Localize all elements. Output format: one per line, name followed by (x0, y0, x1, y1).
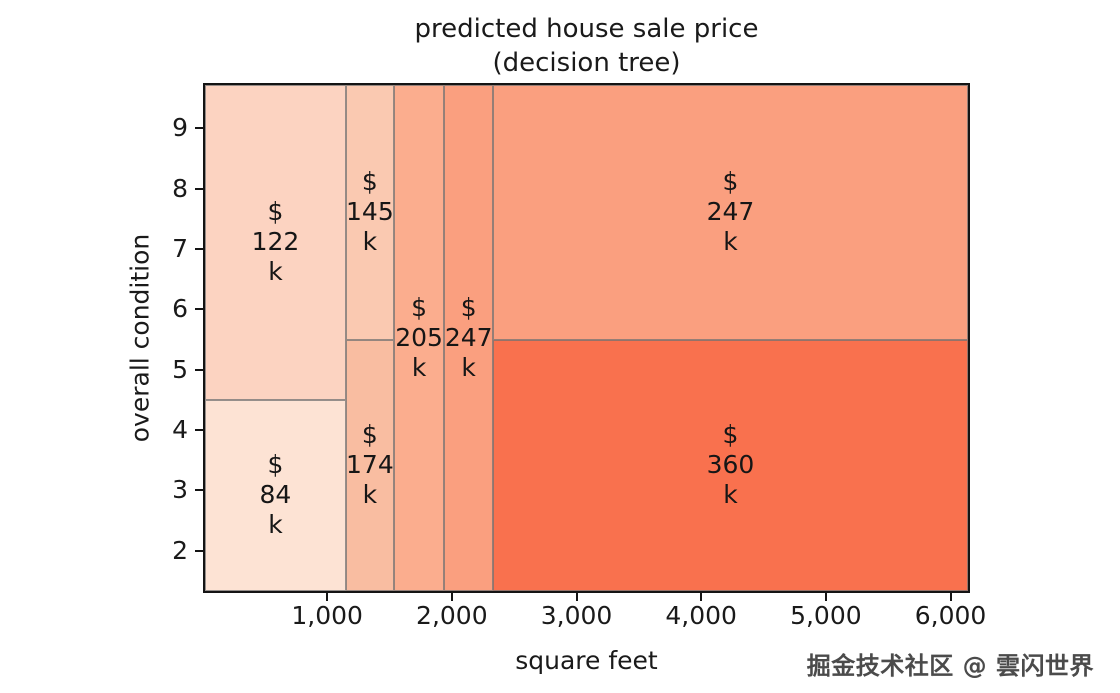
x-tick-label-6000: 6,000 (914, 601, 987, 630)
region-247k-wide-label-line: k (723, 227, 738, 257)
region-122k-label-line: $ (267, 197, 284, 227)
region-247k-wide: $247 k (492, 85, 968, 340)
y-tick-mark-3 (195, 489, 203, 492)
region-174k-label-line: $ (361, 420, 378, 450)
x-tick-mark-1000 (326, 593, 329, 601)
region-122k-label-line: 122 (251, 227, 300, 257)
region-205k-price-label: $205 k (395, 293, 443, 383)
y-tick-mark-9 (195, 127, 203, 130)
region-174k-label-line: 174 (346, 450, 394, 480)
y-tick-label-9: 9 (172, 113, 188, 143)
region-247k-column: $247 k (444, 85, 493, 591)
region-205k-label-line: 205 (395, 323, 443, 352)
region-174k-label-line: k (362, 480, 378, 510)
region-84k-price-label: $84 k (260, 450, 292, 540)
y-tick-label-4: 4 (172, 414, 188, 444)
y-tick-mark-2 (195, 549, 203, 552)
region-84k: $84 k (205, 399, 346, 591)
y-tick-label-5: 5 (172, 354, 188, 384)
chart-title: predicted house sale price (decision tre… (205, 12, 968, 80)
region-205k: $205 k (393, 85, 445, 591)
y-tick-mark-7 (195, 248, 203, 251)
x-tick-label-1000: 1,000 (291, 601, 363, 630)
region-360k-label-line: $ (722, 420, 739, 450)
region-84k-label-line: k (268, 510, 283, 540)
chart-title-line2: (decision tree) (492, 48, 681, 78)
x-tick-mark-3000 (575, 593, 578, 601)
chart-title-line1: predicted house sale price (414, 14, 759, 44)
region-247k-wide-label-line: $ (722, 167, 739, 197)
region-247k-column-label-line: $ (460, 293, 477, 322)
region-247k-column-label-line: k (461, 353, 476, 382)
y-tick-mark-6 (195, 308, 203, 311)
x-axis-label: square feet (515, 646, 658, 675)
y-tick-label-6: 6 (172, 294, 188, 324)
region-247k-wide-label-line: 247 (706, 197, 755, 227)
x-tick-label-4000: 4,000 (665, 601, 737, 630)
x-tick-mark-2000 (450, 593, 453, 601)
region-360k: $360 k (492, 339, 968, 591)
region-122k-label-line: k (268, 257, 283, 287)
region-84k-label-line: 84 (259, 480, 292, 510)
x-tick-label-3000: 3,000 (540, 601, 613, 630)
y-tick-mark-8 (195, 187, 203, 190)
region-145k-label-line: $ (361, 167, 378, 197)
region-145k-label-line: 145 (346, 197, 394, 227)
region-174k: $174 k (345, 339, 394, 591)
region-145k-price-label: $145 k (346, 167, 394, 257)
region-247k-column-label-line: 247 (444, 323, 493, 352)
x-tick-mark-5000 (824, 593, 827, 601)
y-tick-label-2: 2 (172, 535, 188, 565)
region-247k-column-price-label: $247 k (445, 293, 493, 383)
region-122k: $122 k (205, 85, 346, 400)
x-tick-mark-6000 (949, 593, 952, 601)
region-145k: $145 k (345, 85, 394, 340)
region-145k-label-line: k (362, 227, 378, 257)
region-205k-label-line: $ (411, 293, 428, 322)
region-360k-label-line: k (723, 480, 738, 510)
region-205k-label-line: k (411, 353, 427, 382)
region-360k-price-label: $360 k (707, 420, 755, 510)
watermark: 掘金技术社区 @ 雲闪世界 (806, 652, 1094, 680)
y-tick-label-8: 8 (172, 173, 188, 203)
y-tick-label-3: 3 (172, 475, 188, 505)
y-tick-mark-5 (195, 368, 203, 371)
region-84k-label-line: $ (267, 450, 284, 480)
x-tick-label-2000: 2,000 (416, 601, 488, 630)
region-122k-price-label: $122 k (252, 197, 300, 287)
y-axis-label: overall condition (125, 233, 155, 443)
x-tick-mark-4000 (700, 593, 703, 601)
region-174k-price-label: $174 k (346, 420, 394, 510)
region-247k-wide-price-label: $247 k (707, 167, 755, 257)
y-tick-label-7: 7 (172, 234, 188, 264)
region-360k-label-line: 360 (706, 450, 755, 480)
plot-area: $122 k $84 k $145 k $174 k $205 k $247 k $247 k $360 k (205, 85, 968, 591)
x-tick-label-5000: 5,000 (790, 601, 862, 630)
y-tick-mark-4 (195, 428, 203, 431)
